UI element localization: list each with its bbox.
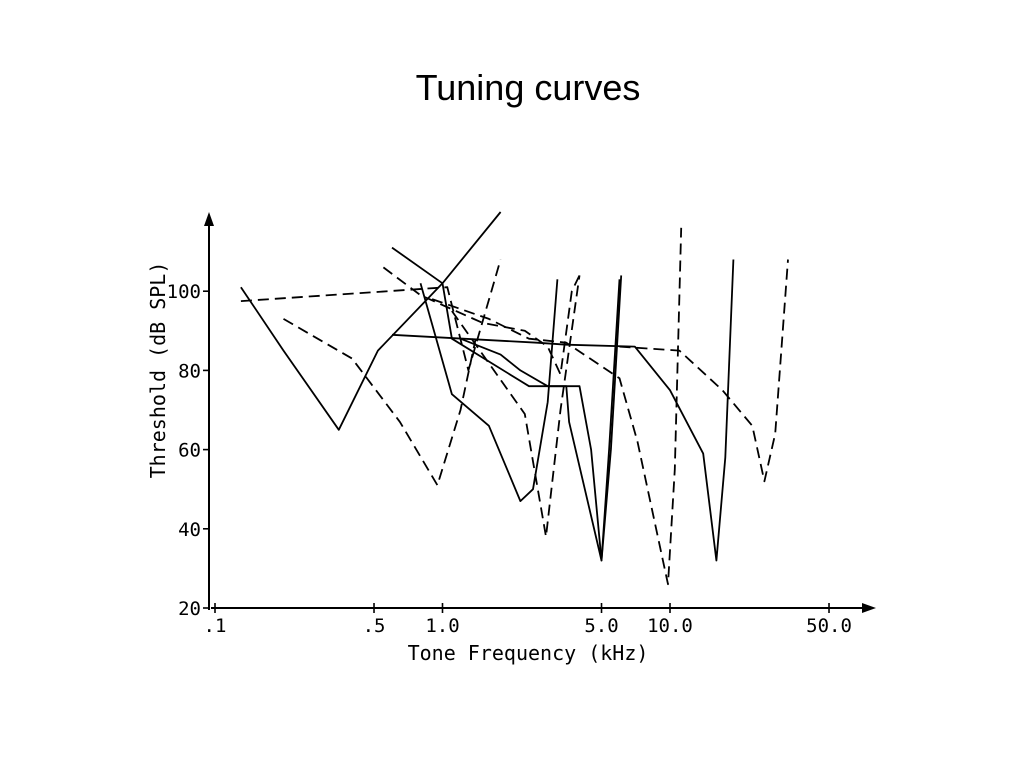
y-tick-label: 20 [178,598,201,620]
tuning-curve-10 [451,275,581,538]
y-tick-label: 80 [178,360,201,382]
y-tick-label: 60 [178,440,201,462]
tuning-curve-6 [382,266,581,376]
slide-title: Tuning curves [415,67,641,108]
x-tick-label: 10.0 [647,615,693,637]
x-tick-label: 5.0 [584,615,618,637]
tuning-curve-5 [391,259,735,562]
tuning-curve-9 [431,227,683,586]
x-tick-label: .1 [204,615,227,637]
tuning-curve-4 [391,246,621,562]
x-tick-label: .5 [363,615,386,637]
x-axis-ticks: .1 .5 1.0 5.0 10.0 50.0 [204,603,852,637]
tuning-curve-8 [419,279,559,503]
y-tick-label: 100 [167,281,201,303]
tuning-curve-2 [240,259,502,372]
y-axis-arrowhead [204,212,214,226]
tuning-curve-7 [460,275,623,562]
tuning-curve-1 [240,211,502,431]
x-tick-label: 50.0 [806,615,852,637]
chart-series [240,211,789,586]
x-tick-label: 1.0 [425,615,459,637]
tuning-curve-11 [619,259,789,483]
y-axis-title: Threshold (dB SPL) [146,262,170,479]
y-tick-label: 40 [178,519,201,541]
tuning-curve-3 [283,318,477,487]
x-axis-title: Tone Frequency (kHz) [408,641,649,665]
chart-axes [204,212,876,613]
y-axis-ticks: 20 40 60 80 100 [167,281,209,620]
x-axis-arrowhead [862,603,876,613]
